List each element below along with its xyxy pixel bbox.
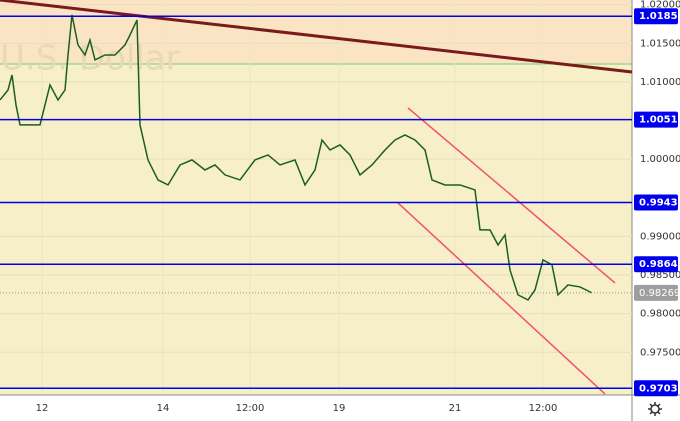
y-tick-label: 0.98500	[640, 270, 680, 281]
level-tag	[634, 8, 678, 25]
current-price-tag	[634, 284, 678, 301]
x-tick-label: 14	[157, 403, 170, 414]
level-label: 0.99439	[639, 197, 680, 208]
x-tick-label: 12:00	[236, 403, 265, 414]
y-tick-label: 1.01500	[640, 38, 680, 49]
y-axis-panel	[632, 0, 680, 421]
y-tick-label: 0.98000	[640, 309, 680, 320]
level-label: 1.01850	[639, 11, 680, 22]
y-tick-label: 1.00000	[640, 154, 680, 165]
level-label: 1.00512	[639, 115, 680, 126]
x-tick-label: 19	[333, 403, 346, 414]
level-tag	[634, 111, 678, 128]
y-tick-label: 1.02000	[640, 0, 680, 11]
trend-line	[407, 107, 616, 284]
y-tick-label: 0.97500	[640, 347, 680, 358]
x-tick-label: 21	[449, 403, 462, 414]
settings-icon[interactable]	[648, 402, 662, 416]
y-tick-label: 1.01000	[640, 77, 680, 88]
level-tag	[634, 194, 678, 211]
trend-line	[397, 202, 606, 395]
y-tick-label: 0.99000	[640, 231, 680, 242]
watermark: U.S. Dollar	[0, 39, 180, 79]
level-tag	[634, 380, 678, 397]
x-tick-label: 12	[36, 403, 49, 414]
x-axis-panel	[0, 395, 632, 421]
level-label: 0.98640	[639, 259, 680, 270]
level-tag	[634, 256, 678, 273]
level-label: 0.97034	[639, 383, 680, 394]
x-tick-label: 12:00	[529, 403, 558, 414]
trend-line	[0, 0, 633, 74]
current-price-label: 0.98269	[639, 288, 680, 299]
price-line	[0, 14, 593, 301]
